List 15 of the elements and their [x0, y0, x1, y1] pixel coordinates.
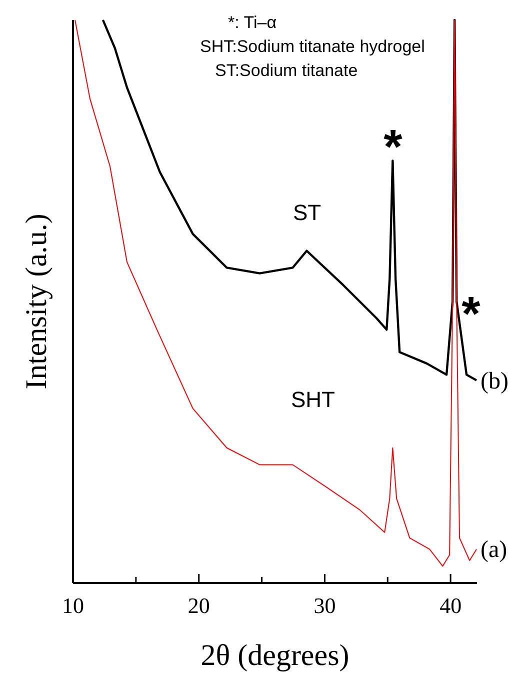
- x-tick-label: 20: [188, 593, 210, 618]
- annotation: *: Ti–α: [228, 13, 277, 32]
- x-tick-label: 40: [440, 593, 462, 618]
- series-label: (a): [480, 537, 508, 564]
- y-axis-title: Intensity (a.u.): [20, 214, 53, 390]
- annotation: SHT:Sodium titanate hydrogel: [200, 37, 425, 56]
- series-label: (b): [480, 368, 508, 394]
- annotation: *: [384, 121, 403, 174]
- x-axis-title: 2θ (degrees): [200, 639, 350, 672]
- annotation: ST:Sodium titanate: [215, 61, 358, 80]
- annotation: SHT: [291, 387, 335, 412]
- annotation: *: [462, 288, 481, 341]
- x-tick-label: 30: [314, 593, 336, 618]
- x-tick-label: 10: [62, 593, 84, 618]
- annotation: ST: [292, 200, 322, 225]
